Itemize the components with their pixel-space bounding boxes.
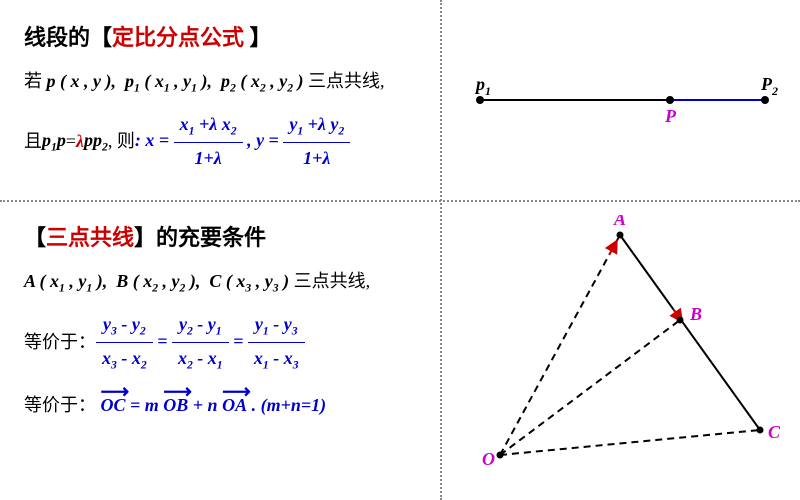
collinear-panel: 【三点共线】的充要条件 A ( x1 , y1 ), B ( x2 , y2 )… [24, 220, 434, 433]
section-formula-panel: 线段的【定比分点公式 】 若 p ( x , y ), p1 ( x1 , y1… [24, 20, 434, 186]
svg-text:A: A [613, 215, 626, 229]
section2-line1: A ( x1 , y1 ), B ( x2 , y2 ), C ( x3 , y… [24, 268, 434, 297]
triangle-diagram: O A B C [460, 215, 790, 495]
title1-suffix: 】 [244, 25, 272, 50]
section2-slopes: 等价于： y3 - y2x3 - x2 = y2 - y1x2 - x1 = y… [24, 311, 434, 374]
section2-title: 【三点共线】的充要条件 [24, 220, 434, 252]
title1-prefix: 线段的【 [24, 25, 112, 50]
triangle-svg: O A B C [460, 215, 790, 495]
line-diagram: p1 P P2 [460, 20, 790, 190]
svg-text:P2: P2 [760, 74, 778, 98]
svg-text:B: B [689, 304, 702, 324]
svg-text:O: O [482, 449, 495, 469]
vertical-divider [440, 0, 442, 500]
horizontal-divider [0, 200, 800, 202]
vec-oa: ⟶OA [222, 392, 247, 419]
section2-vectors: 等价于： ⟶OC = m ⟶OB + n ⟶OA . (m+n=1) [24, 392, 434, 419]
x-fraction: x1 +λ x2 1+λ [174, 111, 243, 172]
svg-text:p1: p1 [474, 74, 491, 98]
vec-ob: ⟶OB [163, 392, 188, 419]
section1-line1: 若 p ( x , y ), p1 ( x1 , y1 ), p2 ( x2 ,… [24, 68, 434, 97]
line-svg: p1 P P2 [460, 20, 790, 190]
svg-text:C: C [768, 422, 781, 442]
y-fraction: y1 +λ y2 1+λ [283, 111, 350, 172]
section1-title: 线段的【定比分点公式 】 [24, 20, 434, 52]
section1-line2: 且 p1p = λ pp2 , 则 : x = x1 +λ x2 1+λ , y… [24, 111, 434, 172]
svg-text:P: P [664, 106, 677, 126]
title1-highlight: 定比分点公式 [112, 25, 244, 50]
vec-oc: ⟶OC [101, 392, 126, 419]
